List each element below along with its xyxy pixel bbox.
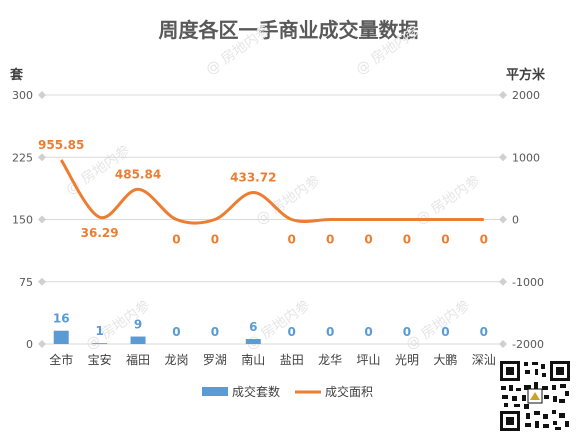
legend-label-line: 成交面积	[325, 384, 373, 399]
line-data-label: 36.29	[81, 226, 119, 240]
line-data-label: 0	[403, 233, 411, 247]
y-right-tick-label: 0	[512, 214, 519, 227]
tick-marker	[38, 153, 46, 162]
watermark: @ 房地内参	[403, 297, 474, 354]
line-data-label: 0	[480, 233, 488, 247]
line-data-label: 433.72	[230, 171, 276, 185]
bar-data-label: 16	[53, 312, 70, 326]
watermark: @ 房地内参	[203, 22, 274, 79]
line-data-label: 0	[288, 233, 296, 247]
bar-data-label: 0	[364, 325, 372, 339]
x-tick-label: 全市	[49, 352, 73, 367]
bar	[130, 336, 146, 344]
y-left-tick-label: 225	[12, 151, 33, 164]
x-tick-label: 宝安	[88, 352, 112, 367]
bar-data-label: 0	[211, 325, 219, 339]
tick-marker	[38, 277, 46, 286]
y-right-tick-label: -1000	[512, 276, 544, 289]
tick-marker	[38, 91, 46, 99]
legend-swatch-bar	[202, 387, 228, 396]
y-right-tick-label: 1000	[512, 151, 540, 164]
x-tick-label: 福田	[126, 352, 150, 367]
legend-label-bar: 成交套数	[232, 384, 280, 399]
y-left-tick-label: 0	[26, 338, 33, 351]
tick-marker	[499, 91, 507, 99]
tick-marker	[499, 153, 507, 162]
x-tick-label: 南山	[241, 352, 265, 367]
x-tick-label: 光明	[395, 353, 419, 367]
tick-marker	[38, 215, 46, 224]
bar-data-label: 0	[288, 325, 296, 339]
tick-marker	[38, 340, 46, 348]
line-data-label: 0	[364, 233, 372, 247]
bar-data-label: 0	[403, 325, 411, 339]
bar-data-label: 6	[249, 320, 257, 334]
line-data-label: 0	[326, 233, 334, 247]
y-left-tick-label: 75	[19, 276, 33, 289]
chart-title: 周度各区一手商业成交量数据	[158, 18, 419, 42]
bar	[92, 343, 108, 344]
x-tick-label: 盐田	[280, 353, 304, 367]
watermark: @ 房地内参	[83, 297, 154, 354]
y-right-tick-label: 2000	[512, 89, 540, 102]
right-axis-unit: 平方米	[506, 68, 546, 83]
bar-data-label: 0	[441, 325, 449, 339]
bar-data-label: 1	[95, 324, 103, 338]
x-tick-label: 龙岗	[164, 353, 188, 367]
qr-code	[497, 358, 573, 434]
y-right-tick-label: -2000	[512, 338, 544, 351]
x-tick-label: 罗湖	[203, 352, 227, 367]
line-data-label: 0	[172, 233, 180, 247]
y-left-tick-label: 300	[12, 89, 33, 102]
x-tick-label: 龙华	[318, 353, 342, 367]
bar	[245, 339, 261, 344]
tick-marker	[499, 215, 507, 224]
line-data-label: 485.84	[115, 167, 161, 181]
left-axis-unit: 套	[10, 68, 24, 83]
bar	[53, 330, 69, 344]
x-tick-label: 深汕	[472, 353, 496, 367]
bar-data-label: 0	[480, 325, 488, 339]
x-tick-label: 坪山	[357, 353, 381, 367]
line-data-label: 0	[211, 233, 219, 247]
tick-marker	[499, 340, 507, 348]
watermark: @ 房地内参	[353, 22, 424, 79]
bar-data-label: 9	[134, 318, 142, 332]
bar-data-label: 0	[326, 325, 334, 339]
y-left-tick-label: 150	[12, 214, 33, 227]
line-data-label: 0	[441, 233, 449, 247]
tick-marker	[499, 277, 507, 286]
x-tick-label: 大鹏	[433, 353, 457, 367]
bar-data-label: 0	[172, 325, 180, 339]
area-series-line	[59, 159, 484, 225]
line-data-label: 955.85	[38, 138, 84, 152]
